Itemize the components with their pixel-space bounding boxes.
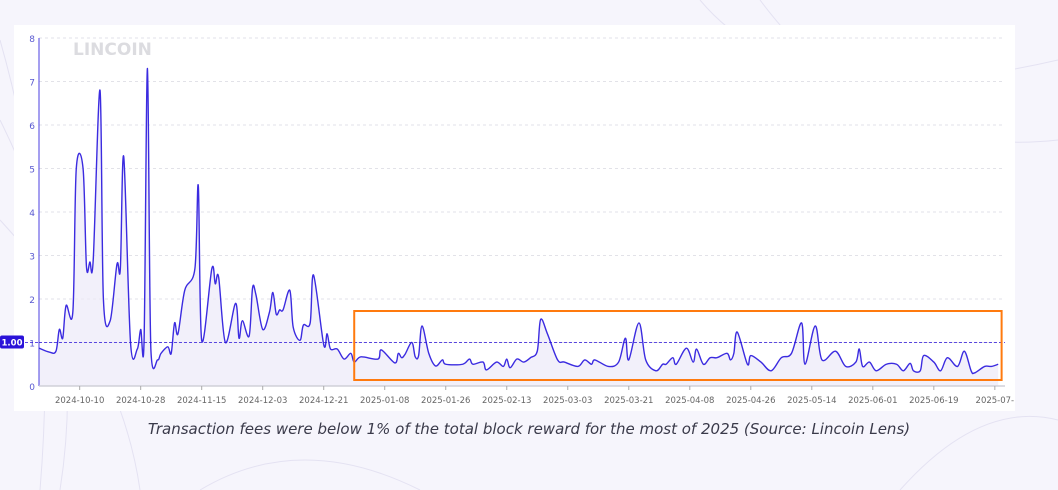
y-tick-label: 5 (29, 166, 35, 176)
x-tick-label: 2025-06-19 (909, 396, 958, 406)
watermark-logo: LINCOIN (73, 40, 152, 60)
reference-label-badge (0, 335, 24, 349)
x-tick-label: 2025-04-08 (665, 396, 714, 406)
x-tick-label: 2025-02-13 (482, 396, 531, 406)
x-tick-label: 2025-07- (976, 396, 1015, 406)
x-tick-label: 2025-06-01 (848, 396, 897, 406)
x-tick-label: 2024-11-15 (177, 396, 226, 406)
highlight-box (353, 310, 1003, 381)
x-tick-label: 2025-01-08 (360, 396, 409, 406)
x-tick-label: 2024-10-28 (116, 396, 165, 406)
x-tick-label: 2024-12-03 (238, 396, 287, 406)
x-tick-label: 2025-03-21 (604, 396, 653, 406)
x-tick-label: 2025-01-26 (421, 396, 470, 406)
y-tick-label: 8 (29, 35, 35, 45)
y-tick-label: 6 (29, 122, 35, 132)
chart-card: LINCOIN 0 1 2 3 4 5 6 7 8 2024-10-10 2024-10-28 202… (0, 25, 1015, 411)
y-tick-label: 1 (29, 340, 35, 350)
y-tick-label: 0 (29, 383, 35, 393)
x-tick-label: 2025-03-03 (543, 396, 592, 406)
chart-caption: Transaction fees were below 1% of the to… (147, 420, 911, 438)
x-tick-label: 2024-12-21 (299, 396, 348, 406)
y-tick-label: 2 (29, 296, 35, 306)
x-tick-label: 2025-04-26 (726, 396, 775, 406)
fee-ratio-chart: LINCOIN 0 1 2 3 4 5 6 7 8 2024-10-10 2024-10-28 202… (0, 35, 1015, 406)
y-tick-label: 3 (29, 253, 35, 263)
series-line (38, 67, 999, 375)
x-tick-label: 2025-05-14 (787, 396, 836, 406)
series-area (39, 68, 999, 386)
y-tick-label: 7 (29, 79, 35, 89)
x-tick-label: 2024-10-10 (55, 396, 104, 406)
reference-label: 1.00 (2, 339, 23, 349)
y-tick-label: 4 (29, 209, 35, 219)
